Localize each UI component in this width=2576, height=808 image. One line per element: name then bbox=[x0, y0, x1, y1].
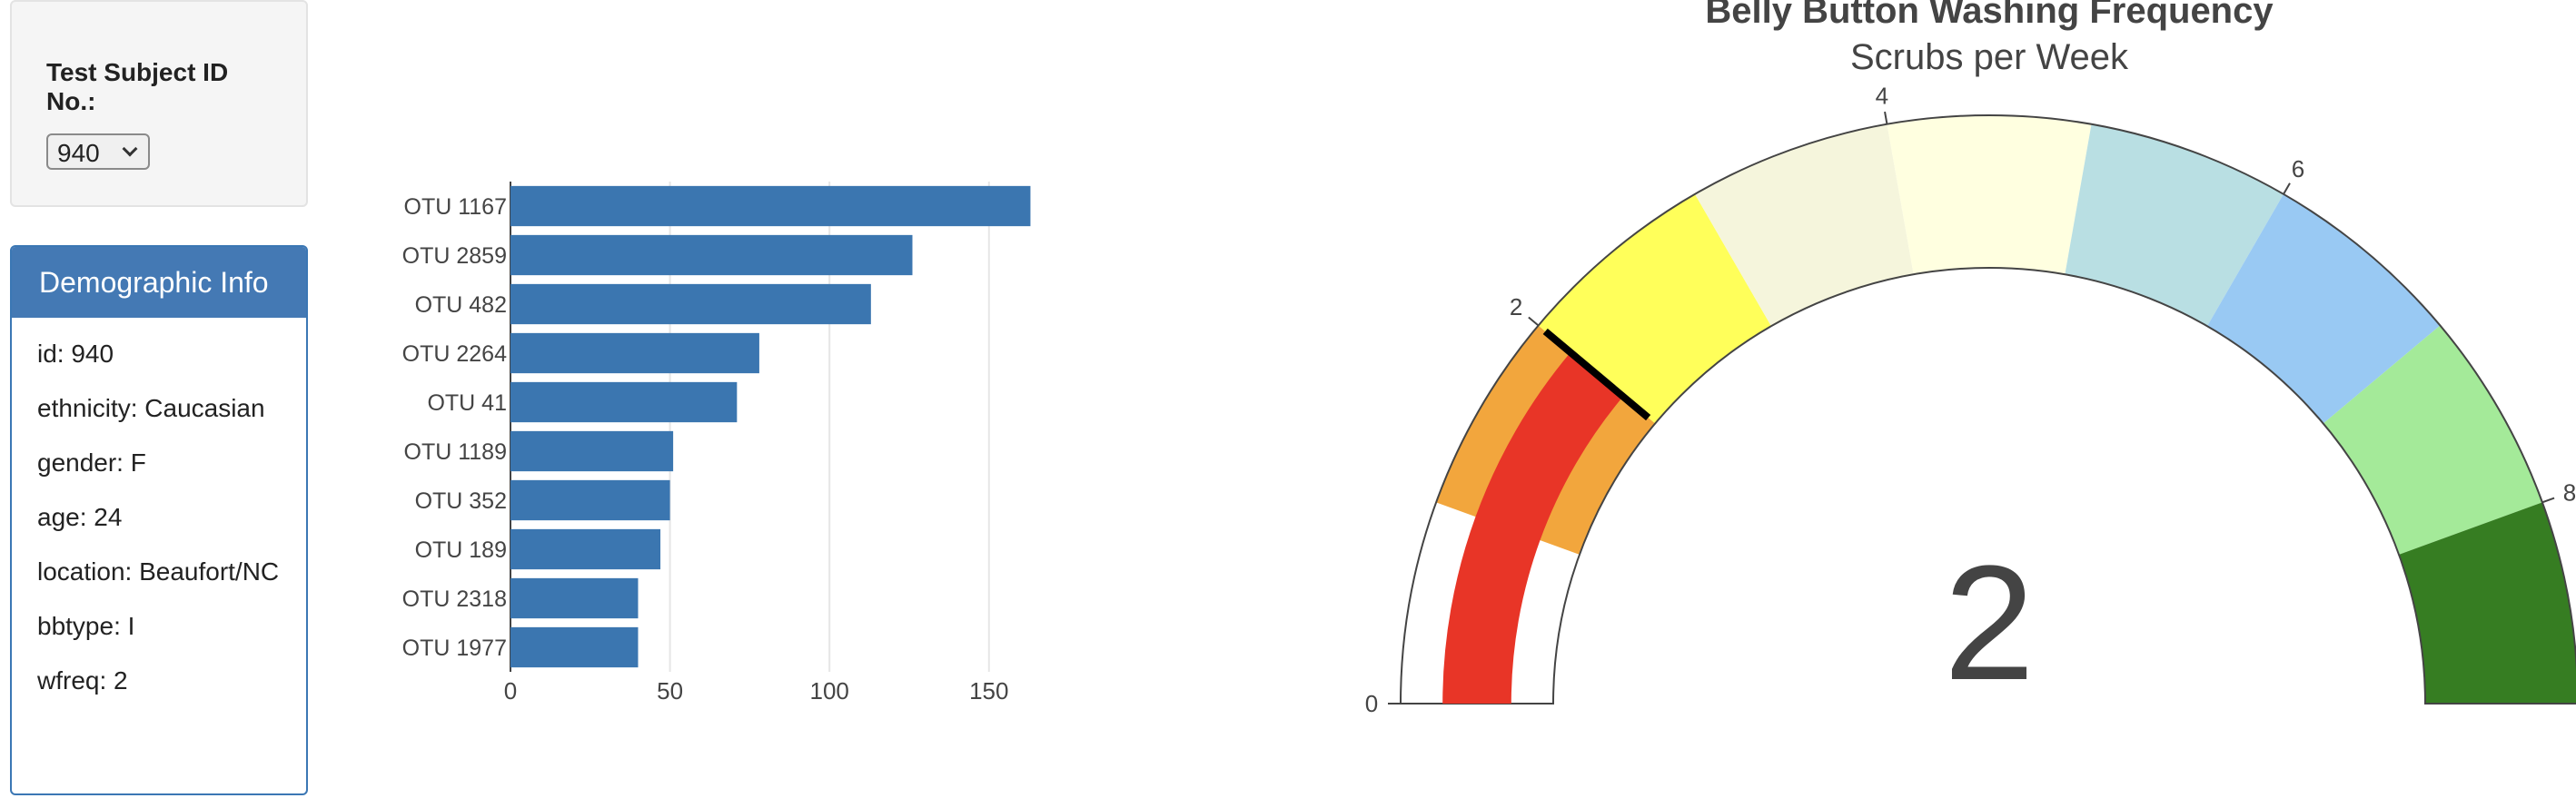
gauge-tick-label: 2 bbox=[1510, 293, 1522, 320]
y-tick-label: OTU 2264 bbox=[402, 341, 507, 367]
gauge-step bbox=[2065, 123, 2284, 327]
demographic-panel: Demographic Info id: 940 ethnicity: Cauc… bbox=[10, 245, 308, 795]
x-tick-label: 50 bbox=[657, 677, 683, 705]
demo-location: location: Beaufort/NC bbox=[37, 557, 280, 586]
gauge-tick bbox=[2283, 182, 2291, 195]
gauge-value-number: 2 bbox=[1944, 532, 2035, 714]
bar[interactable] bbox=[510, 185, 1031, 227]
bar[interactable] bbox=[510, 479, 670, 521]
demographic-list: id: 940 ethnicity: Caucasian gender: F a… bbox=[12, 336, 306, 699]
bar[interactable] bbox=[510, 381, 738, 423]
gauge-step bbox=[1887, 115, 2092, 275]
gauge-tick-label: 8 bbox=[2563, 478, 2576, 506]
subject-select-label: Test Subject ID No.: bbox=[46, 58, 229, 115]
wfreq-gauge-chart: 0 2 4 6 8 Belly Button Washing Frequency Scrub… bbox=[1365, 0, 2576, 717]
subject-select-dropdown[interactable]: 940 bbox=[46, 133, 150, 170]
y-tick-label: OTU 2318 bbox=[402, 586, 507, 612]
demo-wfreq: wfreq: 2 bbox=[37, 666, 128, 695]
gauge-step bbox=[2399, 502, 2576, 704]
demo-bbtype: bbtype: I bbox=[37, 612, 135, 640]
y-tick-label: OTU 1167 bbox=[404, 194, 507, 220]
gauge-subtitle: Scrubs per Week bbox=[1850, 37, 2129, 77]
demo-age: age: 24 bbox=[37, 503, 123, 531]
chevron-down-icon bbox=[122, 141, 138, 157]
y-tick-label: OTU 1977 bbox=[402, 636, 507, 661]
gauge-step bbox=[2323, 325, 2542, 555]
gauge-outline bbox=[1399, 114, 2576, 705]
x-tick-label: 100 bbox=[809, 677, 848, 705]
gauge-tick-label: 0 bbox=[1365, 690, 1378, 717]
bar[interactable] bbox=[510, 577, 639, 619]
bar[interactable] bbox=[510, 234, 913, 276]
subject-select-panel: Test Subject ID No.: 940 bbox=[10, 0, 308, 207]
bar[interactable] bbox=[510, 430, 674, 472]
gauge-tick bbox=[1528, 316, 1540, 327]
bar[interactable] bbox=[510, 528, 661, 570]
gauge-threshold bbox=[1542, 328, 1651, 421]
y-tick-label: OTU 41 bbox=[427, 390, 507, 416]
y-tick-label: OTU 189 bbox=[415, 537, 507, 563]
y-tick-label: OTU 2859 bbox=[402, 243, 507, 269]
subject-select-value: 940 bbox=[57, 139, 100, 167]
demographic-title: Demographic Info bbox=[12, 247, 306, 318]
otu-bar-chart: 0 50 100 150 OTU 1167 OTU 2859 OTU 482 OTU 2264… bbox=[402, 182, 1031, 705]
y-tick-label: OTU 352 bbox=[415, 488, 507, 514]
x-tick-label: 150 bbox=[969, 677, 1008, 705]
gauge-tick-label: 4 bbox=[1876, 82, 1888, 109]
gauge-value-bar bbox=[1442, 352, 1623, 704]
gauge-tick-label: 6 bbox=[2292, 155, 2304, 182]
y-tick-label: OTU 1189 bbox=[404, 439, 507, 465]
gauge-title: Belly Button Washing Frequency bbox=[1705, 0, 2274, 31]
x-tick-label: 0 bbox=[504, 677, 517, 705]
bar[interactable] bbox=[510, 332, 759, 374]
demo-gender: gender: F bbox=[37, 448, 146, 477]
gauge-step bbox=[1695, 123, 1914, 327]
gauge-tick bbox=[1884, 111, 1888, 125]
demo-ethnicity: ethnicity: Caucasian bbox=[37, 394, 265, 422]
bar[interactable] bbox=[510, 626, 639, 668]
bar[interactable] bbox=[510, 283, 871, 325]
y-tick-label: OTU 482 bbox=[415, 292, 507, 318]
demo-id: id: 940 bbox=[37, 340, 114, 368]
gauge-tick bbox=[2541, 497, 2555, 504]
